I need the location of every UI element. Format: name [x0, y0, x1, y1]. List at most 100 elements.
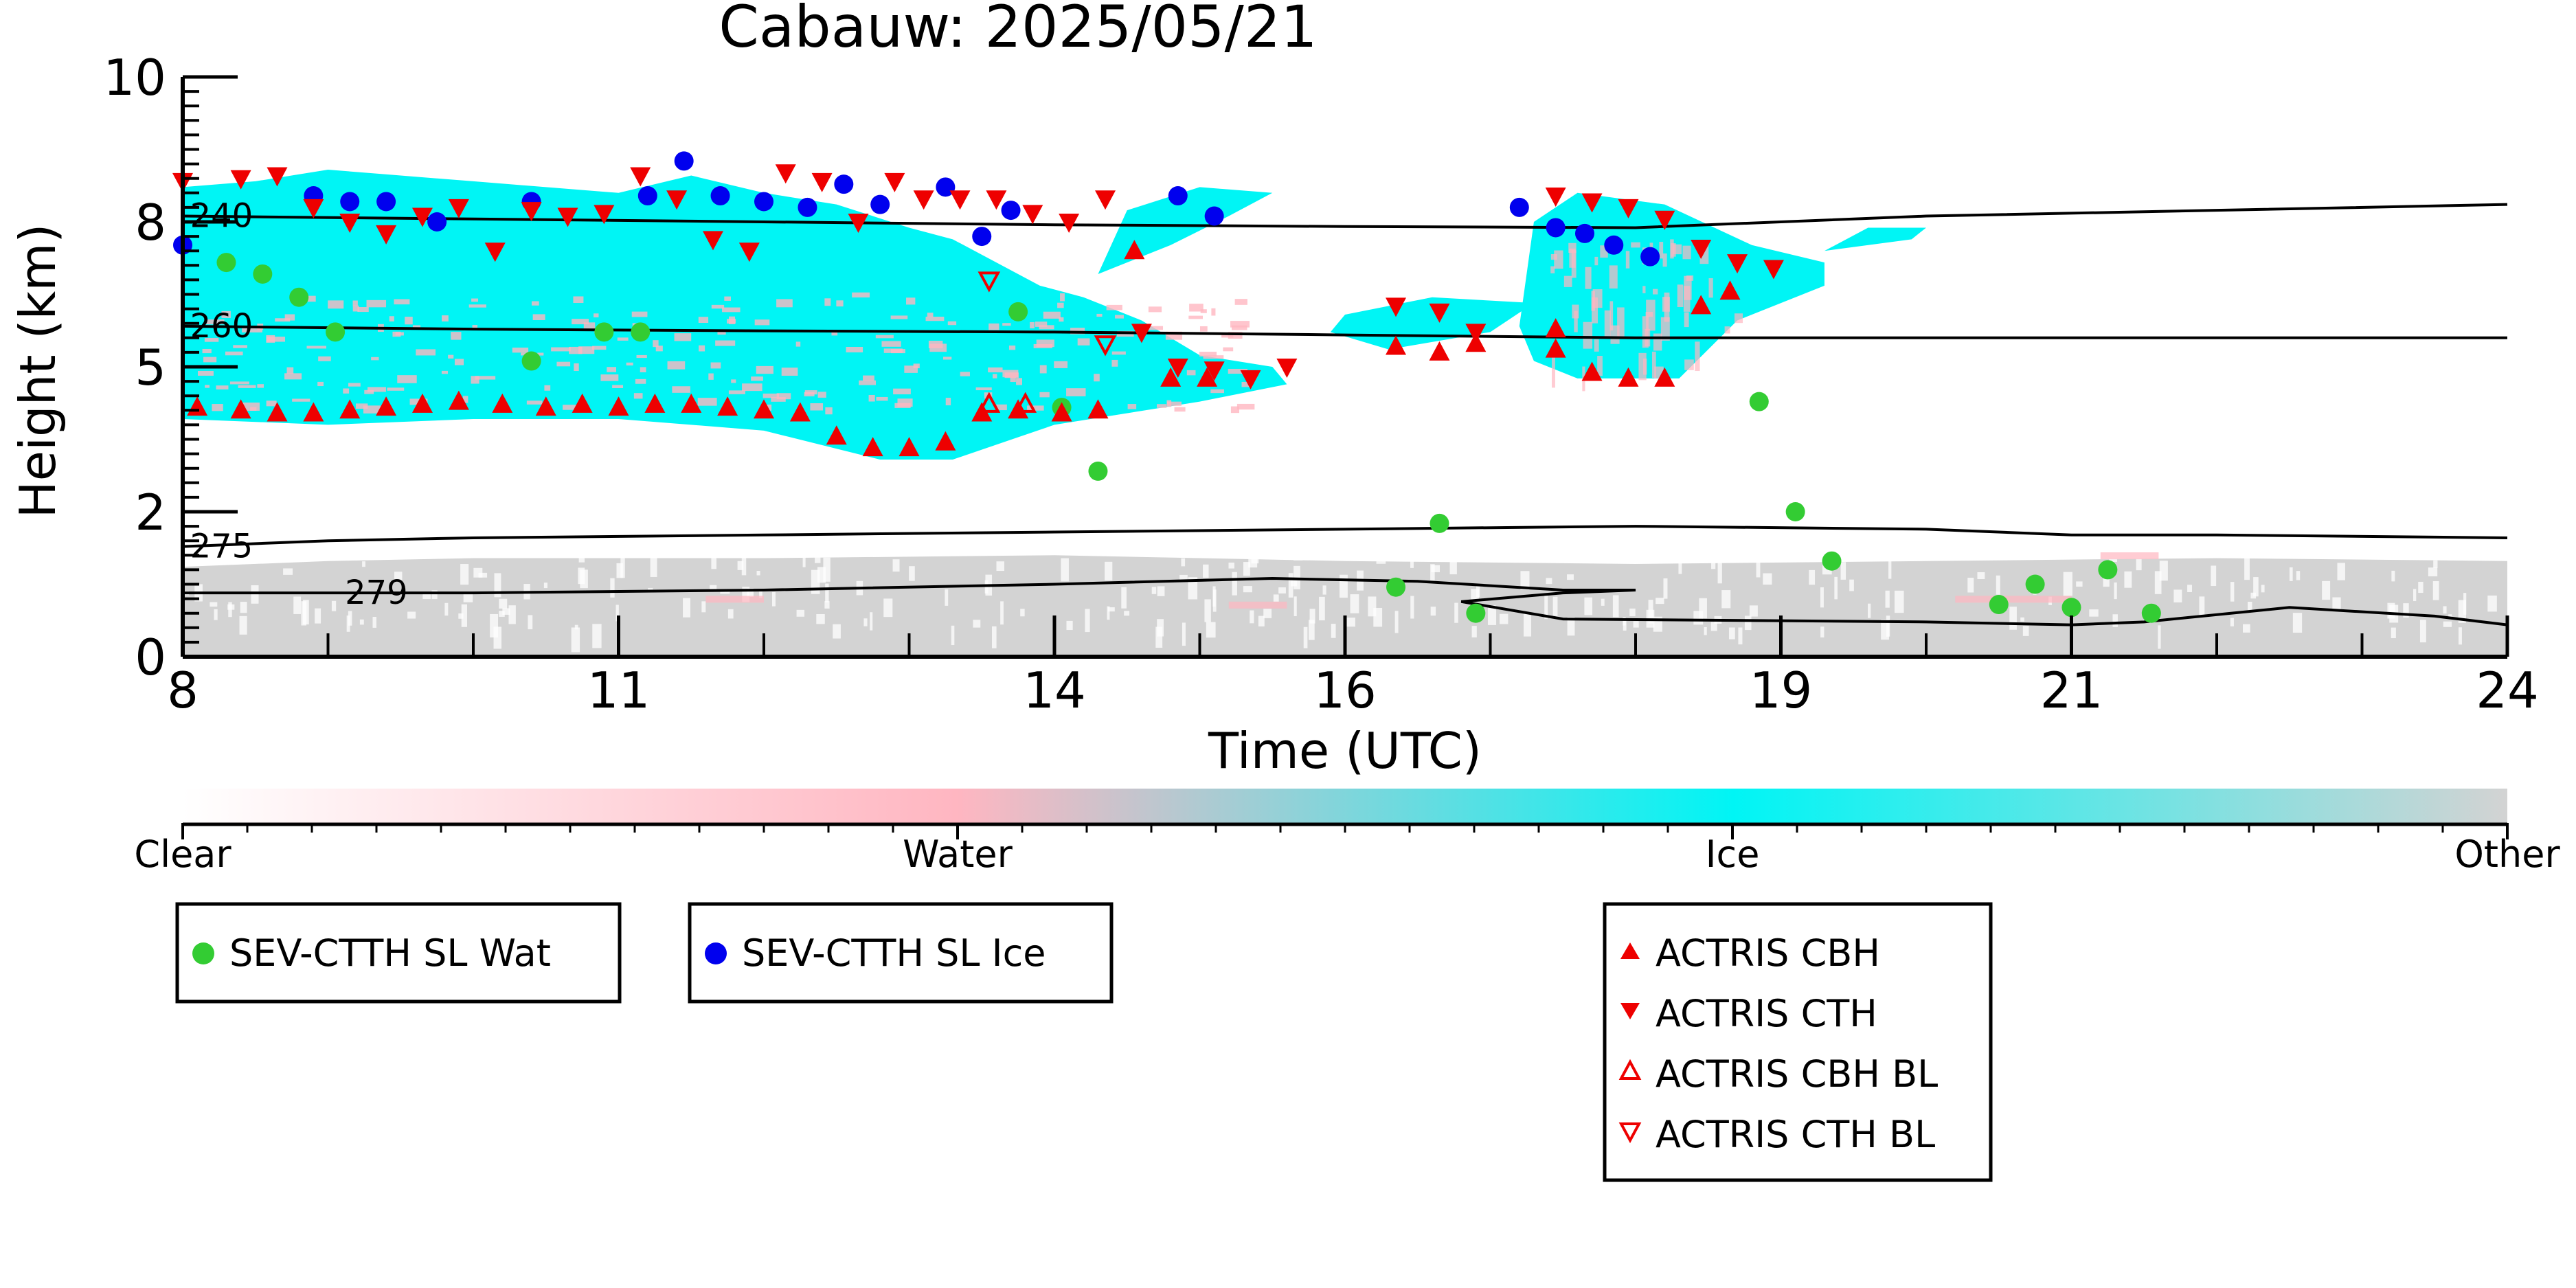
water-streak: [1010, 376, 1016, 383]
water-streak: [868, 394, 875, 402]
water-streak: [1057, 302, 1064, 308]
clear-gap: [191, 554, 199, 563]
water-streak: [574, 363, 579, 372]
water-streak: [724, 296, 732, 301]
marker-actris-cth: [1429, 303, 1450, 323]
clear-gap: [1977, 572, 1985, 580]
water-streak: [1563, 275, 1572, 287]
clear-gap: [543, 583, 547, 589]
water-streak: [563, 405, 583, 410]
water-streak: [318, 356, 331, 361]
marker-actris-cbh: [1654, 367, 1675, 387]
marker-sev-wat: [1008, 302, 1028, 321]
marker-actris-cth: [1167, 359, 1188, 378]
marker-actris-cbh: [1087, 399, 1109, 419]
clear-gap: [2337, 563, 2345, 580]
clear-gap: [2458, 627, 2462, 645]
marker-sev-ice: [376, 192, 396, 212]
water-streak: [1096, 313, 1103, 317]
marker-sev-ice: [1509, 197, 1529, 217]
clear-gap: [759, 591, 762, 598]
clear-gap: [945, 589, 949, 606]
water-streak: [284, 314, 295, 321]
legend-label: ACTRIS CTH BL: [1656, 1113, 1935, 1156]
clear-gap: [499, 598, 508, 609]
water-streak: [212, 404, 223, 411]
water-streak: [397, 375, 417, 383]
water-streak: [532, 301, 539, 306]
clear-gap: [1431, 565, 1440, 573]
marker-actris-cbh-bl: [1014, 392, 1037, 413]
water-streak: [1002, 323, 1011, 326]
clear-gap: [1331, 624, 1336, 638]
water-streak: [1651, 351, 1656, 378]
clear-gap: [1250, 610, 1254, 624]
marker-actris-cth: [1276, 359, 1298, 378]
marker-sev-wat: [594, 322, 614, 342]
water-streak: [1604, 310, 1612, 337]
clear-gap: [1656, 598, 1664, 605]
water-streak: [817, 392, 826, 398]
clear-gap: [592, 624, 602, 648]
clear-gap: [210, 602, 218, 607]
clear-gap: [825, 583, 829, 602]
water-streak: [1684, 359, 1694, 370]
water-streak: [1223, 347, 1234, 352]
marker-actris-cth: [848, 214, 869, 233]
water-streak: [1662, 297, 1670, 312]
water-streak: [945, 398, 951, 406]
water-streak: [1039, 392, 1050, 398]
clear-gap: [1339, 574, 1348, 598]
legend-marker-triangle-down: [1620, 1003, 1640, 1019]
clear-gap: [293, 596, 302, 614]
marker-actris-cbh: [448, 390, 469, 410]
clear-gap: [1663, 578, 1668, 599]
water-streak: [387, 387, 405, 391]
water-streak: [1186, 370, 1196, 376]
clear-gap: [817, 567, 826, 583]
water-streak: [556, 361, 571, 367]
marker-actris-cbh: [492, 393, 513, 413]
clear-gap: [1085, 609, 1090, 633]
water-streak: [836, 300, 844, 307]
water-streak: [463, 396, 468, 403]
water-streak: [904, 365, 918, 373]
legend-label: ACTRIS CBH BL: [1656, 1052, 1938, 1096]
colorbar: Clear Water Ice Other: [134, 789, 2560, 876]
clear-gap: [493, 626, 501, 649]
ice-cloud-region: [1098, 187, 1273, 274]
clear-gap: [463, 594, 473, 602]
water-streak: [1094, 374, 1100, 382]
temperature-contour: [183, 577, 2508, 626]
clear-gap: [1756, 557, 1761, 578]
marker-actris-cth: [986, 190, 1007, 210]
water-streak: [762, 393, 780, 398]
clear-gap: [283, 568, 293, 575]
water-streak: [1670, 239, 1674, 259]
water-streak: [1617, 307, 1625, 338]
water-streak: [1211, 308, 1216, 316]
clear-gap: [2114, 582, 2117, 600]
marker-sev-ice: [674, 151, 694, 171]
water-streak: [846, 346, 863, 352]
water-streak: [756, 365, 773, 374]
water-streak: [328, 300, 344, 309]
water-streak: [471, 298, 479, 302]
clear-gap: [1749, 605, 1758, 617]
clear-gap: [1188, 577, 1198, 600]
water-streak: [781, 368, 798, 376]
marker-actris-cth: [884, 172, 905, 192]
water-streak: [810, 403, 824, 411]
x-tick-label: 11: [587, 662, 651, 719]
clear-gap: [1567, 574, 1574, 580]
clear-gap: [228, 602, 232, 618]
clear-gap: [1867, 603, 1871, 618]
water-streak: [221, 310, 231, 318]
colorbar-label-clear: Clear: [134, 833, 231, 876]
water-streak: [521, 352, 529, 356]
contour-label: 260: [190, 307, 253, 346]
clear-gap: [1350, 594, 1359, 613]
water-streak: [1148, 306, 1162, 313]
clear-gap: [2020, 617, 2024, 622]
marker-actris-cth: [1095, 190, 1116, 210]
